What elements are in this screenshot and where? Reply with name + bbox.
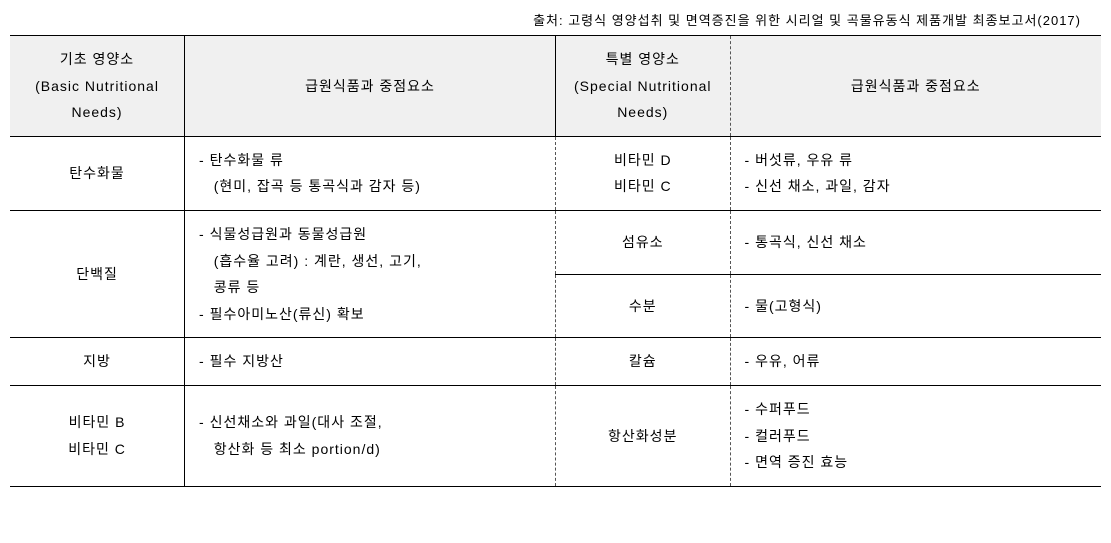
header-text: 특별 영양소 xyxy=(606,51,680,67)
cell-text: - 신선채소와 과일(대사 조절, xyxy=(199,414,383,430)
cell-text: - 수퍼푸드 xyxy=(745,401,811,417)
header-special-nutrients: 특별 영양소 (Special Nutritional Needs) xyxy=(555,36,730,137)
cell-food-source: - 신선채소와 과일(대사 조절, 항산화 등 최소 portion/d) xyxy=(185,385,556,486)
cell-text: - 버섯류, 우유 류 xyxy=(745,152,854,168)
cell-text: - 우유, 어류 xyxy=(745,353,821,369)
cell-text: - 컬러푸드 xyxy=(745,428,811,444)
cell-special-food-source: - 통곡식, 신선 채소 xyxy=(730,210,1101,274)
cell-text: 항산화성분 xyxy=(608,428,677,444)
cell-special-nutrient: 섬유소 xyxy=(555,210,730,274)
header-text: 급원식품과 중점요소 xyxy=(305,78,435,94)
table-row: 단백질 - 식물성급원과 동물성급원 (흡수율 고려) : 계란, 생선, 고기… xyxy=(10,210,1101,274)
cell-text: 비타민 B xyxy=(69,414,126,430)
cell-text: - 식물성급원과 동물성급원 xyxy=(199,226,367,242)
header-text: Needs) xyxy=(617,104,668,120)
cell-basic-nutrient: 비타민 B 비타민 C xyxy=(10,385,185,486)
header-food-focus-right: 급원식품과 중점요소 xyxy=(730,36,1101,137)
cell-special-nutrient: 항산화성분 xyxy=(555,385,730,486)
cell-text: 지방 xyxy=(83,353,111,369)
header-basic-nutrients: 기초 영양소 (Basic Nutritional Needs) xyxy=(10,36,185,137)
cell-text: (현미, 잡곡 등 통곡식과 감자 등) xyxy=(199,178,421,194)
cell-text: - 물(고형식) xyxy=(745,298,822,314)
cell-special-nutrient: 칼슘 xyxy=(555,338,730,386)
nutrition-table: 기초 영양소 (Basic Nutritional Needs) 급원식품과 중… xyxy=(10,35,1101,487)
table-row: 지방 - 필수 지방산 칼슘 - 우유, 어류 xyxy=(10,338,1101,386)
cell-text: - 필수아미노산(류신) 확보 xyxy=(199,306,365,322)
cell-basic-nutrient: 탄수화물 xyxy=(10,136,185,210)
cell-food-source: - 식물성급원과 동물성급원 (흡수율 고려) : 계란, 생선, 고기, 콩류… xyxy=(185,210,556,337)
cell-text: - 신선 채소, 과일, 감자 xyxy=(745,178,891,194)
cell-special-nutrient: 비타민 D 비타민 C xyxy=(555,136,730,210)
cell-text: (흡수율 고려) : 계란, 생선, 고기, xyxy=(199,253,422,269)
cell-basic-nutrient: 단백질 xyxy=(10,210,185,337)
header-row: 기초 영양소 (Basic Nutritional Needs) 급원식품과 중… xyxy=(10,36,1101,137)
table-row: 탄수화물 - 탄수화물 류 (현미, 잡곡 등 통곡식과 감자 등) 비타민 D… xyxy=(10,136,1101,210)
cell-text: 콩류 등 xyxy=(199,279,260,295)
cell-text: 비타민 C xyxy=(614,178,672,194)
cell-text: - 면역 증진 효능 xyxy=(745,454,849,470)
source-citation: 출처: 고령식 영양섭취 및 면역증진을 위한 시리얼 및 곡물유동식 제품개발… xyxy=(10,10,1101,29)
cell-food-source: - 필수 지방산 xyxy=(185,338,556,386)
cell-text: - 통곡식, 신선 채소 xyxy=(745,234,867,250)
cell-text: 섬유소 xyxy=(622,234,664,250)
cell-special-food-source: - 물(고형식) xyxy=(730,274,1101,338)
cell-text: 칼슘 xyxy=(629,353,657,369)
cell-text: 수분 xyxy=(629,298,657,314)
header-text: Needs) xyxy=(71,104,122,120)
table-row: 비타민 B 비타민 C - 신선채소와 과일(대사 조절, 항산화 등 최소 p… xyxy=(10,385,1101,486)
cell-text: - 탄수화물 류 xyxy=(199,152,284,168)
cell-special-food-source: - 버섯류, 우유 류 - 신선 채소, 과일, 감자 xyxy=(730,136,1101,210)
cell-special-food-source: - 수퍼푸드 - 컬러푸드 - 면역 증진 효능 xyxy=(730,385,1101,486)
cell-food-source: - 탄수화물 류 (현미, 잡곡 등 통곡식과 감자 등) xyxy=(185,136,556,210)
cell-text: 비타민 D xyxy=(614,152,672,168)
cell-text: 비타민 C xyxy=(68,441,126,457)
cell-text: - 필수 지방산 xyxy=(199,353,284,369)
cell-special-nutrient: 수분 xyxy=(555,274,730,338)
cell-basic-nutrient: 지방 xyxy=(10,338,185,386)
cell-text: 단백질 xyxy=(76,266,118,282)
header-text: (Special Nutritional xyxy=(574,78,712,94)
cell-special-food-source: - 우유, 어류 xyxy=(730,338,1101,386)
header-text: (Basic Nutritional xyxy=(35,78,159,94)
cell-text: 항산화 등 최소 portion/d) xyxy=(199,441,381,457)
header-text: 기초 영양소 xyxy=(60,51,134,67)
header-food-focus-left: 급원식품과 중점요소 xyxy=(185,36,556,137)
header-text: 급원식품과 중점요소 xyxy=(851,78,981,94)
cell-text: 탄수화물 xyxy=(69,165,125,181)
